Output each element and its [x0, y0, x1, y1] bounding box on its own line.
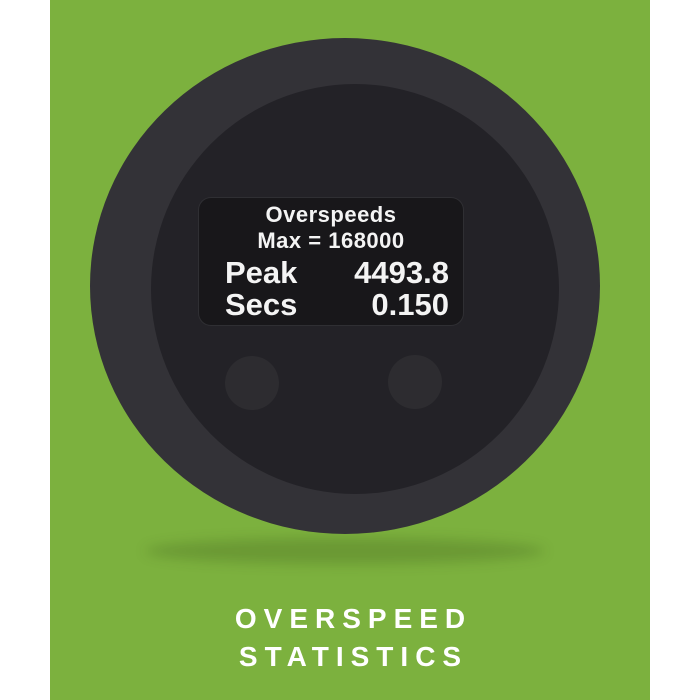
- gauge-face: Overspeeds Max = 168000 Peak 4493.8 Secs…: [151, 84, 559, 494]
- lcd-secs-label: Secs: [225, 287, 298, 322]
- lcd-title: Overspeeds: [265, 202, 397, 227]
- caption: OVERSPEED STATISTICS: [50, 600, 650, 676]
- lcd-secs-value: 0.150: [371, 287, 449, 322]
- green-background-panel: Overspeeds Max = 168000 Peak 4493.8 Secs…: [50, 0, 650, 700]
- gauge-right-button[interactable]: [388, 355, 442, 409]
- gauge-bezel: Overspeeds Max = 168000 Peak 4493.8 Secs…: [90, 38, 600, 534]
- lcd-peak-value: 4493.8: [354, 255, 449, 290]
- lcd-display: Overspeeds Max = 168000 Peak 4493.8 Secs…: [199, 198, 463, 325]
- gauge-left-button[interactable]: [225, 356, 279, 410]
- gauge-drop-shadow: [145, 538, 545, 564]
- caption-line-1: OVERSPEED: [234, 603, 473, 634]
- lcd-max-line: Max = 168000: [257, 228, 405, 253]
- caption-line-2: STATISTICS: [238, 641, 469, 672]
- lcd-peak-label: Peak: [225, 255, 298, 290]
- lcd-rows: Peak 4493.8 Secs 0.150: [199, 257, 463, 321]
- lcd-row-secs: Secs 0.150: [225, 289, 449, 321]
- lcd-row-peak: Peak 4493.8: [225, 257, 449, 289]
